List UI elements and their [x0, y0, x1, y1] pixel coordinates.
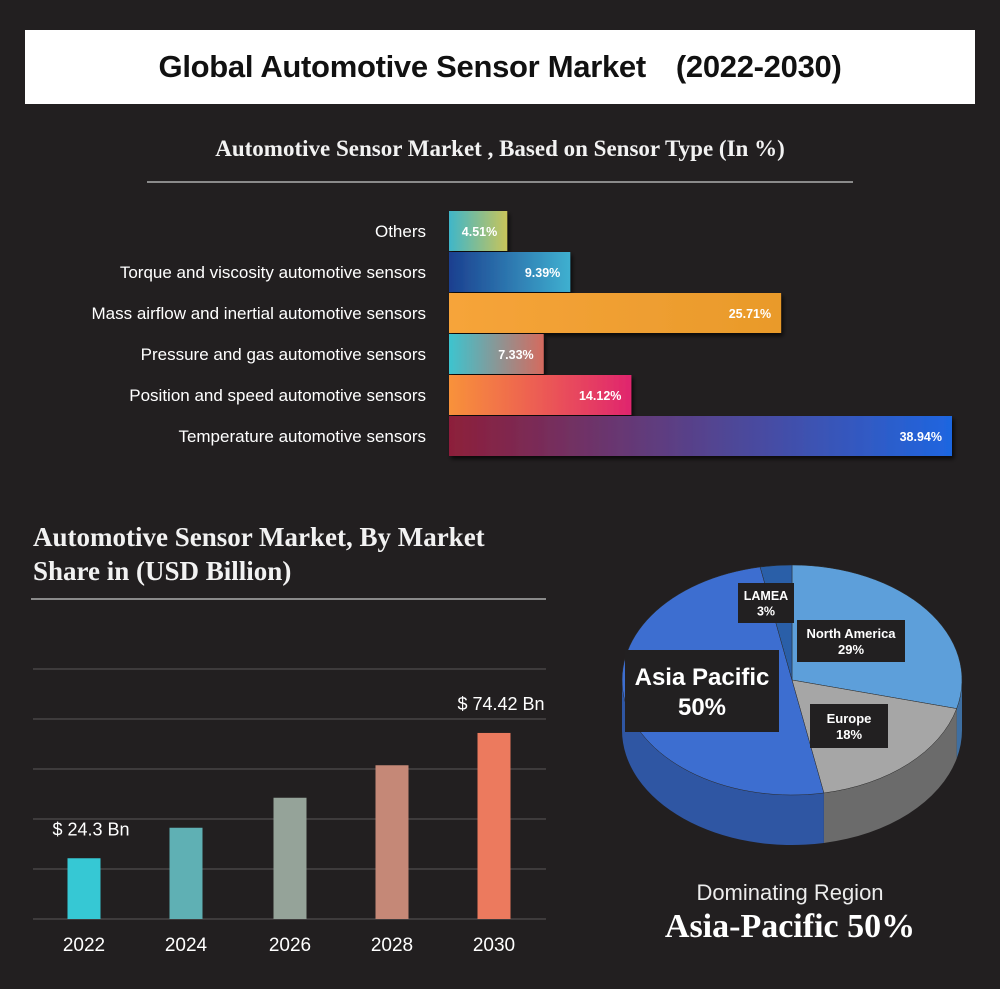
sensor-type-chart-title: Automotive Sensor Market , Based on Sens…	[215, 136, 785, 161]
market-share-chart-title: Automotive Sensor Market, By Market Shar…	[33, 522, 485, 586]
sensor-bar	[449, 334, 544, 374]
sensor-value-label: 25.71%	[729, 307, 771, 321]
year-tick-label: 2022	[63, 935, 105, 956]
year-tick-label: 2024	[165, 935, 208, 956]
pie-value-label: 29%	[838, 642, 864, 657]
sensor-category-label: Others	[375, 222, 426, 241]
sensor-category-label: Pressure and gas automotive sensors	[141, 345, 426, 364]
pie-label-box	[738, 583, 794, 623]
sensor-value-label: 7.33%	[498, 348, 533, 362]
sensor-bar	[449, 375, 632, 415]
pie-label-box	[810, 704, 888, 748]
pie-slice-side	[823, 708, 957, 843]
main-title-period: (2022-2030)	[675, 49, 842, 84]
pie-region-label: North America	[806, 626, 896, 641]
sensor-value-label: 9.39%	[525, 266, 560, 280]
sensor-category-label: Position and speed automotive sensors	[129, 386, 426, 405]
pie-label-box	[797, 620, 905, 662]
year-tick-label: 2026	[269, 935, 311, 956]
pie-value-label: 50%	[678, 694, 726, 721]
market-column	[477, 732, 511, 919]
sensor-bar	[449, 416, 952, 456]
market-share-column-chart: 2022 2024 2026 2028 2030 $ 24.3 Bn $ 74.42 Bn	[33, 668, 546, 956]
sensor-category-label: Temperature automotive sensors	[178, 427, 426, 446]
sensor-value-label: 14.12%	[579, 389, 621, 403]
market-share-title-rule	[31, 598, 546, 600]
sensor-value-label: 38.94%	[900, 430, 942, 444]
pie-value-label: 3%	[757, 605, 775, 619]
dominating-region-value: Asia-Pacific 50%	[664, 908, 916, 945]
pie-region-label: Asia Pacific	[635, 664, 770, 691]
market-column	[67, 858, 101, 919]
pie-label-box	[625, 650, 779, 732]
sensor-category-label: Torque and viscosity automotive sensors	[120, 263, 426, 282]
pie-slice-side	[622, 680, 824, 845]
sensor-type-bar-chart: Others 4.51% Torque and viscosity automoti…	[92, 211, 952, 456]
dominating-region-label: Dominating Region	[696, 880, 884, 905]
market-column	[375, 765, 409, 919]
main-title-banner: Global Automotive Sensor Market (2022-20…	[25, 30, 975, 104]
year-tick-label: 2030	[473, 935, 515, 956]
pie-region-label: Europe	[827, 711, 872, 726]
market-column	[273, 797, 307, 919]
pie-region-label: LAMEA	[744, 589, 788, 603]
year-tick-label: 2028	[371, 935, 413, 956]
pie-slice-side	[956, 680, 962, 759]
sensor-category-label: Mass airflow and inertial automotive sen…	[92, 304, 426, 323]
main-title: Global Automotive Sensor Market	[158, 49, 647, 84]
market-column	[169, 827, 203, 919]
market-value-annotation: $ 74.42 Bn	[457, 694, 544, 714]
sensor-bar	[449, 252, 571, 292]
pie-value-label: 18%	[836, 727, 862, 742]
sensor-type-title-rule	[147, 181, 853, 183]
market-value-annotation: $ 24.3 Bn	[52, 819, 129, 839]
sensor-value-label: 4.51%	[462, 225, 497, 239]
sensor-bar	[449, 293, 782, 333]
sensor-bar	[449, 211, 508, 251]
